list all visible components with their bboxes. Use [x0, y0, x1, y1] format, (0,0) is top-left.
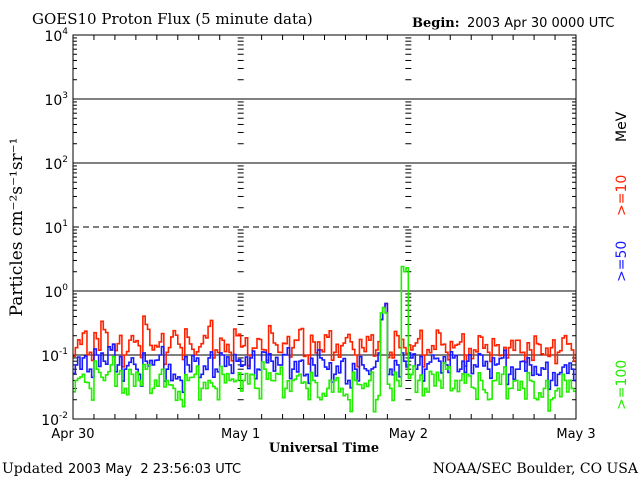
y-tick-labels: 104 103 102 101 100 10-1 10-2 — [41, 27, 68, 429]
y-tick-label: 103 — [44, 91, 68, 109]
legend-item: >=100 — [614, 360, 630, 410]
updated-value: 2003 May 2 23:56:03 UTC — [68, 462, 241, 477]
y-tick-label: 10-1 — [41, 347, 68, 365]
x-tick-label: May 1 — [221, 427, 260, 442]
series-group — [73, 265, 576, 413]
updated-label: Updated — [2, 461, 63, 477]
series-line-gte10 — [73, 302, 576, 368]
x-tick-labels: Apr 30 May 1 May 2 May 3 — [51, 427, 595, 442]
x-axis-label: Universal Time — [269, 441, 379, 456]
credit: NOAA/SEC Boulder, CO USA — [433, 461, 639, 477]
legend-item: >=10 — [614, 175, 630, 216]
plot-frame — [72, 34, 577, 420]
legend: >=100 >=50 >=10 MeV — [614, 111, 630, 410]
y-tick-label: 100 — [44, 283, 68, 301]
y-tick-label: 10-2 — [41, 411, 68, 429]
series-line-gte100 — [73, 265, 576, 413]
y-tick-label: 104 — [44, 27, 68, 45]
chart-title: GOES10 Proton Flux (5 minute data) — [32, 10, 313, 28]
legend-item: >=50 — [614, 241, 630, 282]
y-axis-label: Particles cm⁻²s⁻¹sr⁻¹ — [7, 138, 27, 317]
legend-item: MeV — [614, 111, 630, 142]
x-tick-label: Apr 30 — [51, 427, 94, 442]
series-line-gte50 — [73, 302, 576, 394]
y-tick-label: 102 — [44, 155, 68, 173]
y-tick-label: 101 — [44, 219, 68, 237]
begin-value: 2003 Apr 30 0000 UTC — [467, 16, 615, 31]
begin-label: Begin: — [412, 16, 460, 31]
x-tick-label: May 2 — [389, 427, 428, 442]
x-tick-label: May 3 — [556, 427, 595, 442]
